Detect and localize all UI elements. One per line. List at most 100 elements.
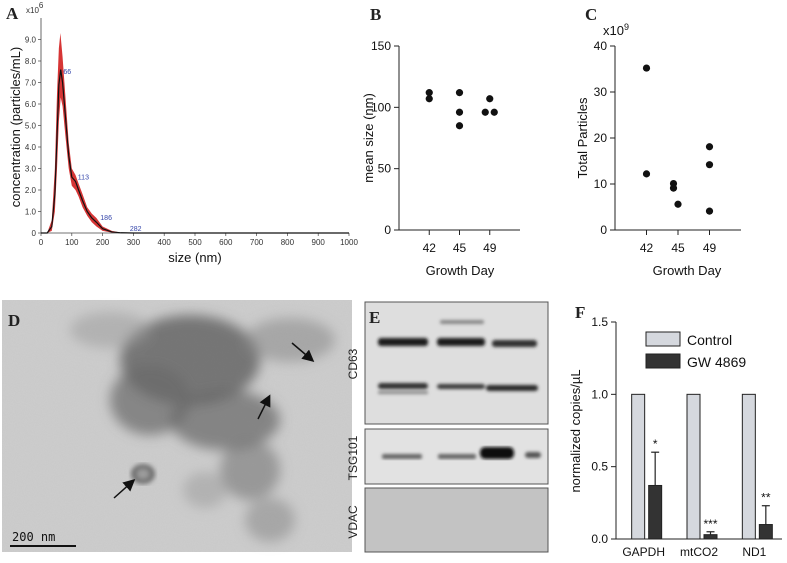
panel-c-x-tick-label: 49 (703, 241, 717, 255)
panel-letter-a: A (6, 4, 19, 23)
panel-b-data-point (455, 108, 464, 116)
panel-c-y-multiplier-exp: 9 (624, 22, 629, 32)
panel-a-peak-label: 66 (63, 69, 71, 76)
blot-label-tsg101: TSG101 (346, 435, 360, 480)
panel-a: A x106 0 100 200 300 400 500 600 700 800 900 10000… (6, 1, 358, 265)
panel-letter-d: D (8, 311, 20, 330)
panel-a-x-tick-label: 1000 (340, 238, 358, 247)
blot-vdac (364, 487, 549, 553)
panel-b-x-tick-label: 42 (423, 241, 437, 255)
panel-f-x-tick-label: ND1 (742, 545, 766, 559)
panel-b-y-tick-label: 100 (371, 100, 391, 114)
panel-b-data-point (455, 89, 464, 97)
panel-c-data-point (642, 170, 651, 178)
blot-cd63-bands (378, 320, 538, 394)
micrograph-arrow (113, 478, 136, 499)
panel-a-x-tick-label: 100 (65, 238, 79, 247)
micrograph-arrow (291, 342, 315, 362)
panel-f-x-tick-label: GAPDH (622, 545, 665, 559)
panel-a-y-tick-label: 6.0 (25, 100, 37, 109)
panel-c: C x109 0 10 20 30 40 42 45 49 Growth Day Total … (575, 5, 741, 278)
panel-c-data-point (705, 161, 714, 169)
panel-c-y-tick-label: 10 (594, 177, 608, 191)
panel-d-micrograph: D 200 nm (2, 300, 352, 552)
panel-c-x-tick-label: 42 (640, 241, 654, 255)
panel-a-y-tick-label: 3.0 (25, 165, 37, 174)
panel-f-significance: * (653, 437, 658, 451)
panel-f-significance: ** (761, 491, 771, 505)
panel-f-significance: *** (703, 517, 717, 531)
panel-a-y-tick-label: 5.0 (25, 122, 37, 131)
panel-a-xlabel: size (nm) (168, 250, 221, 265)
panel-a-ylabel: concentration (particles/mL) (8, 47, 23, 207)
panel-a-x-tick-label: 600 (219, 238, 233, 247)
panel-a-x-tick-label: 300 (127, 238, 141, 247)
scale-bar-label: 200 nm (12, 530, 55, 544)
micrograph-vesicle-cluster (70, 312, 335, 542)
panel-c-data-point (669, 184, 678, 192)
panel-b-xlabel: Growth Day (426, 263, 495, 278)
panel-f-bar (631, 393, 646, 540)
panel-c-data-point (705, 143, 714, 151)
panel-a-x-tick-label: 200 (96, 238, 110, 247)
panel-c-ylabel: Total Particles (575, 97, 590, 178)
panel-a-y-multiplier-exp: 6 (39, 1, 44, 10)
panel-f-plot: 0.0 0.5 1.0 1.5 GAPDH * mtCO2 *** ND1 ** (591, 315, 782, 559)
panel-a-error-band (41, 33, 349, 233)
panel-c-xlabel: Growth Day (653, 263, 722, 278)
panel-c-y-tick-label: 40 (594, 39, 608, 53)
panel-b-data-point (425, 89, 433, 97)
panel-c-y-tick-label: 20 (594, 131, 608, 145)
panel-a-y-multiplier-base: x10 (26, 6, 39, 15)
legend-label-control: Control (687, 332, 732, 348)
legend-swatch-control (645, 331, 681, 347)
panel-b-x-tick-label: 49 (483, 241, 497, 255)
blot-tsg101-bands (382, 447, 541, 459)
panel-a-peak-label: 113 (78, 174, 89, 181)
micrograph-arrow (257, 394, 271, 420)
panel-b-ylabel: mean size (nm) (361, 93, 376, 183)
panel-c-y-tick-label: 30 (594, 85, 608, 99)
panel-e-western-blot: E CD63 TSG101 VDAC (346, 301, 549, 553)
panel-b-y-tick-label: 150 (371, 39, 391, 53)
panel-a-mean-curve (41, 69, 349, 234)
panel-a-x-tick-label: 0 (39, 238, 44, 247)
panel-a-x-tick-label: 800 (281, 238, 295, 247)
panel-f-bar (648, 484, 663, 540)
panel-letter-b: B (370, 5, 381, 24)
panel-b-data-point (490, 108, 498, 116)
panel-c-data-point (642, 64, 651, 72)
panel-b-x-tick-label: 45 (453, 241, 467, 255)
panel-a-x-tick-label: 500 (188, 238, 202, 247)
panel-f-bar (741, 393, 756, 540)
panel-b-data-point (486, 95, 494, 103)
panel-b-y-tick-label: 0 (384, 223, 391, 237)
panel-a-y-tick-label: 0 (32, 229, 37, 238)
panel-b-data-point (425, 95, 433, 103)
panel-a-y-tick-label: 9.0 (25, 36, 37, 45)
panel-f: F 0.0 0.5 1.0 1.5 GAPDH * mtCO2 *** ND1 ** normal… (568, 303, 782, 559)
panel-a-y-tick-label: 4.0 (25, 143, 37, 152)
panel-f-bar (686, 393, 701, 540)
blot-label-vdac: VDAC (346, 505, 360, 539)
panel-a-y-tick-label: 1.0 (25, 208, 37, 217)
panel-b-plot: 0 50 100 150 42 45 49 (371, 39, 520, 255)
panel-c-y-multiplier: x109 (603, 22, 629, 38)
panel-c-plot: 0 10 20 30 40 42 45 49 (594, 39, 741, 255)
panel-f-y-tick-label: 1.0 (591, 387, 608, 401)
panel-a-y-tick-label: 2.0 (25, 186, 37, 195)
panel-f-x-tick-label: mtCO2 (680, 545, 718, 559)
panel-b: B 0 50 100 150 42 45 49 Growth Day mean size (… (361, 5, 520, 278)
panel-f-bar (758, 524, 773, 540)
panel-a-peak-label: 282 (130, 226, 142, 233)
panel-b-data-point (455, 122, 464, 130)
panel-a-x-tick-label: 900 (312, 238, 326, 247)
panel-a-peak-label: 186 (100, 215, 112, 222)
panel-c-x-tick-label: 45 (671, 241, 685, 255)
panel-a-y-tick-label: 7.0 (25, 79, 37, 88)
panel-a-x-tick-label: 400 (158, 238, 172, 247)
blot-label-cd63: CD63 (346, 348, 360, 379)
panel-letter-e: E (369, 308, 380, 327)
legend-label-gw4869: GW 4869 (687, 354, 746, 370)
panel-f-y-tick-label: 1.5 (591, 315, 608, 329)
